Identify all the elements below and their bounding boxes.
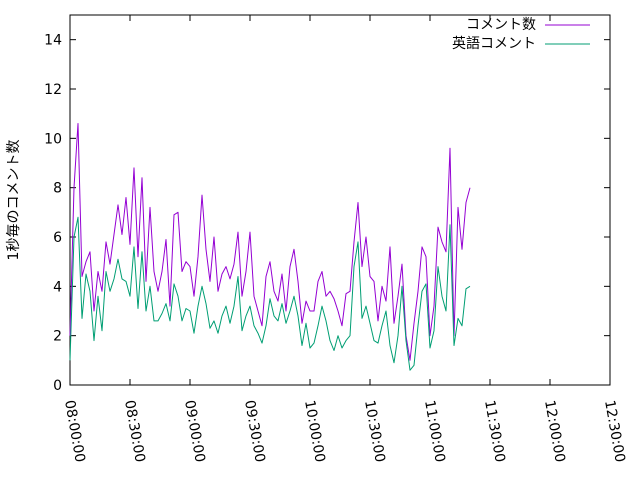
- x-tick-label: 09:30:00: [241, 399, 268, 464]
- legend-label-english-comments: 英語コメント: [452, 35, 536, 52]
- legend-label-comments: コメント数: [466, 17, 536, 33]
- y-tick-label: 10: [44, 131, 62, 147]
- plot-frame: [69, 14, 611, 386]
- y-axis-ticks: 0 2 4 6 8 10 12 14: [44, 33, 610, 394]
- series-line-english-comments: [69, 216, 471, 371]
- y-tick-label: 0: [53, 378, 62, 394]
- legend: コメント数 英語コメント: [452, 17, 590, 52]
- y-tick-label: 12: [44, 82, 62, 98]
- x-tick-label: 09:00:00: [181, 399, 208, 464]
- y-tick-label: 6: [53, 230, 62, 246]
- x-tick-label: 12:30:00: [601, 399, 628, 464]
- x-axis-ticks: 08:00:00 08:30:00 09:00:00 09:30:00 10:00:00…: [61, 15, 628, 464]
- x-tick-label: 10:00:00: [301, 399, 328, 464]
- y-axis-label: 1秒毎のコメント数: [6, 140, 22, 261]
- x-tick-label: 08:30:00: [121, 399, 148, 464]
- y-tick-label: 4: [53, 279, 62, 295]
- series-layer: [69, 123, 471, 371]
- y-tick-label: 14: [44, 33, 62, 49]
- x-tick-label: 11:30:00: [481, 399, 508, 464]
- x-tick-label: 10:30:00: [361, 399, 388, 464]
- x-tick-label: 12:00:00: [541, 399, 568, 464]
- x-tick-label: 11:00:00: [421, 399, 448, 464]
- y-tick-label: 2: [53, 329, 62, 345]
- series-line-comments: [69, 123, 471, 361]
- y-tick-label: 8: [53, 181, 62, 197]
- x-tick-label: 08:00:00: [61, 399, 88, 464]
